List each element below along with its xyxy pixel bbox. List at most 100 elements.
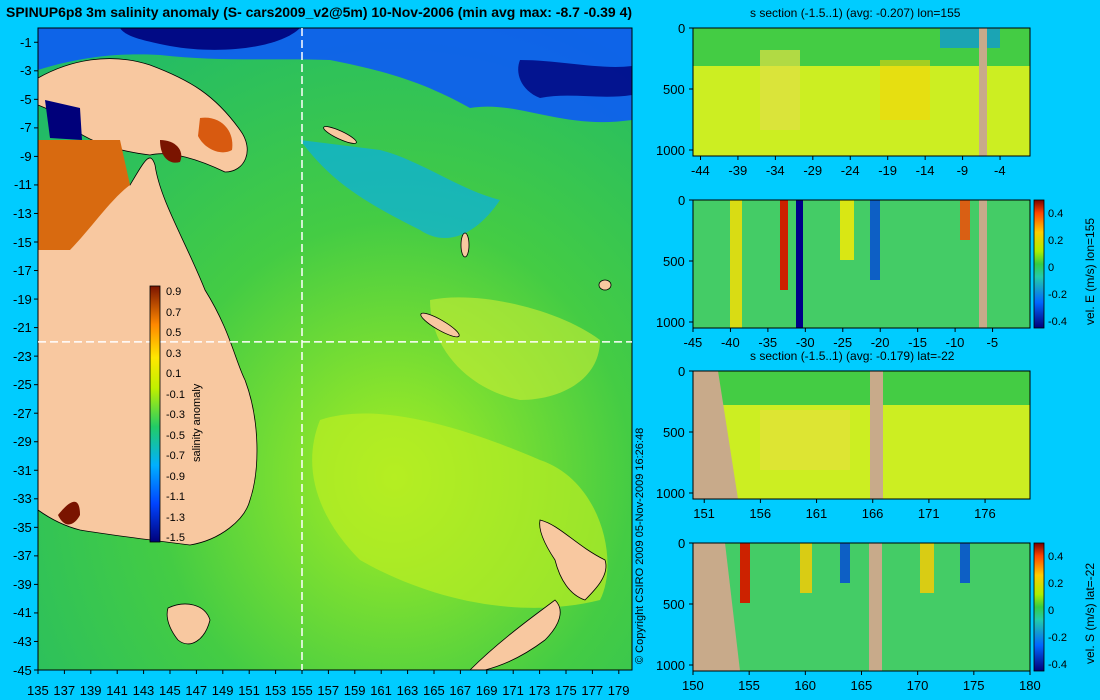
panel4-y-tick-label: 500	[663, 596, 685, 612]
tasmania-land	[166, 603, 211, 645]
map-x-tick-label: 147	[185, 682, 208, 698]
map-y-tick-label: -23	[13, 348, 32, 364]
map-colorbar-tick-label: -1.3	[166, 511, 185, 524]
map-ticks	[34, 27, 1031, 675]
map-y-tick-label: -13	[13, 205, 32, 221]
panel3-x-tick-label: 176	[974, 505, 996, 521]
panel2-colorbar-tick-label: 0.4	[1048, 208, 1064, 220]
map-y-tick-label: -41	[13, 605, 32, 621]
copyright-note: © Copyright CSIRO 2009 05-Nov-2009 16:26…	[634, 427, 646, 664]
panel-vel-s	[692, 542, 1031, 672]
spencer-salty-patch	[58, 501, 80, 525]
map-colorbar-tick-label: -1.5	[166, 532, 185, 544]
panel2-colorbar-tick-label: 0.2	[1048, 235, 1064, 247]
vel-e-colorbar-label: vel. E (m/s) lon=155	[1083, 217, 1097, 325]
map-colorbar-tick-label: -0.7	[166, 450, 185, 462]
panel3-x-tick-label: 151	[693, 505, 715, 521]
map-y-tick-label: -37	[13, 548, 32, 564]
panel2-x-tick-label: -30	[795, 334, 815, 350]
panel4-colorbar-tick-label: 0.4	[1048, 551, 1064, 563]
panel-salinity-lon	[692, 27, 1031, 157]
panel2-colorbar-tick-label: -0.2	[1048, 289, 1067, 301]
vanuatu-land	[460, 232, 470, 258]
gulf-salty-core	[160, 140, 182, 163]
fresh-water-plume	[300, 140, 500, 239]
map-colorbar-tick-label: 0.7	[166, 306, 182, 319]
map-x-tick-label: 163	[396, 682, 419, 698]
fiji-land	[598, 279, 612, 291]
map-x-tick-label: 149	[211, 682, 234, 698]
map-x-tick-label: 165	[423, 682, 445, 698]
gulf-fresh-patch	[45, 100, 82, 140]
map-x-tick-label: 143	[132, 682, 155, 698]
panel3-land-left	[693, 371, 738, 499]
section-panels	[692, 27, 1045, 672]
panel4-x-tick-label: 165	[850, 677, 873, 693]
panel4-x-tick-label: 160	[794, 677, 817, 693]
panel3-surface-layer	[693, 371, 1030, 405]
vel-e-colorbar	[1033, 199, 1045, 329]
panel4-colorbar-tick-label: -0.4	[1048, 659, 1067, 671]
salinity-map	[34, 27, 1031, 675]
panel2-y-tick-label: 0	[678, 192, 686, 208]
panel2-land	[979, 200, 987, 328]
map-y-tick-label: -1	[20, 34, 32, 50]
map-colorbar-tick-label: -0.9	[166, 470, 185, 483]
panel-salinity-lat	[692, 370, 1031, 500]
map-colorbar-tick-label: -0.3	[166, 409, 185, 421]
panel2-x-tick-label: -35	[758, 334, 778, 350]
map-x-tick-label: 139	[79, 682, 102, 698]
map-y-tick-label: -39	[13, 576, 32, 592]
map-x-tick-label: 177	[581, 682, 604, 698]
panel4-x-tick-label: 180	[1019, 677, 1041, 693]
panel1-land	[979, 28, 987, 156]
panel4-land-left	[693, 543, 740, 671]
map-x-tick-label: 173	[528, 682, 551, 698]
panel4-colorbar-tick-label: -0.2	[1048, 632, 1067, 644]
map-colorbar-tick-label: 0.5	[166, 327, 182, 339]
gulf-salty-patch	[38, 140, 130, 250]
fresh-water-north	[38, 28, 632, 123]
panel4-y-tick-label: 0	[678, 535, 686, 551]
panel1-x-tick-label: -34	[765, 162, 785, 178]
panel2-x-tick-label: -20	[870, 334, 890, 350]
panel1-x-tick-label: -19	[878, 162, 897, 178]
panel1-x-tick-label: -44	[690, 162, 710, 178]
map-y-tick-label: -45	[13, 662, 32, 678]
map-y-tick-label: -3	[20, 63, 32, 79]
map-y-tick-label: -29	[13, 434, 32, 450]
panel2-x-tick-label: -10	[945, 334, 965, 350]
panel4-colorbar-tick-label: 0	[1048, 605, 1055, 617]
map-frame	[37, 27, 633, 671]
map-y-tick-label: -19	[13, 291, 32, 307]
solomon-islands-land	[323, 126, 357, 144]
map-x-tick-label: 171	[502, 682, 524, 698]
vel-s-colorbar-label: vel. S (m/s) lat=-22	[1083, 562, 1097, 664]
map-y-tick-label: -17	[13, 263, 32, 279]
panel1-y-tick-label: 0	[678, 20, 686, 36]
panel1-x-tick-label: -39	[728, 162, 748, 178]
map-colorbar-tick-label: 0.9	[166, 286, 182, 298]
map-x-tick-label: 153	[264, 682, 287, 698]
map-y-tick-label: -7	[20, 120, 32, 136]
panel2-y-tick-label: 1000	[656, 314, 685, 330]
panel1-x-tick-label: -14	[915, 162, 935, 178]
panel1-x-tick-label: -9	[956, 162, 969, 178]
panel2-colorbar-tick-label: -0.4	[1048, 316, 1067, 328]
panel4-x-tick-label: 170	[906, 677, 929, 693]
map-x-tick-label: 145	[159, 682, 181, 698]
panel2-x-tick-label: -40	[720, 334, 740, 350]
panel4-land-mid	[869, 543, 882, 671]
map-y-tick-label: -21	[13, 320, 32, 336]
panel2-colorbar-tick-label: 0	[1048, 262, 1055, 274]
panel3-x-tick-label: 156	[749, 505, 772, 521]
panel4-x-tick-label: 150	[682, 677, 704, 693]
panel2-x-tick-label: -45	[683, 334, 703, 350]
panel3-x-tick-label: 166	[861, 505, 884, 521]
map-colorbar-tick-label: 0.1	[166, 368, 182, 380]
map-colorbar	[149, 285, 161, 543]
panel3-x-tick-label: 161	[805, 505, 828, 521]
map-y-tick-label: -5	[20, 91, 32, 107]
salty-patch-south	[312, 413, 608, 608]
